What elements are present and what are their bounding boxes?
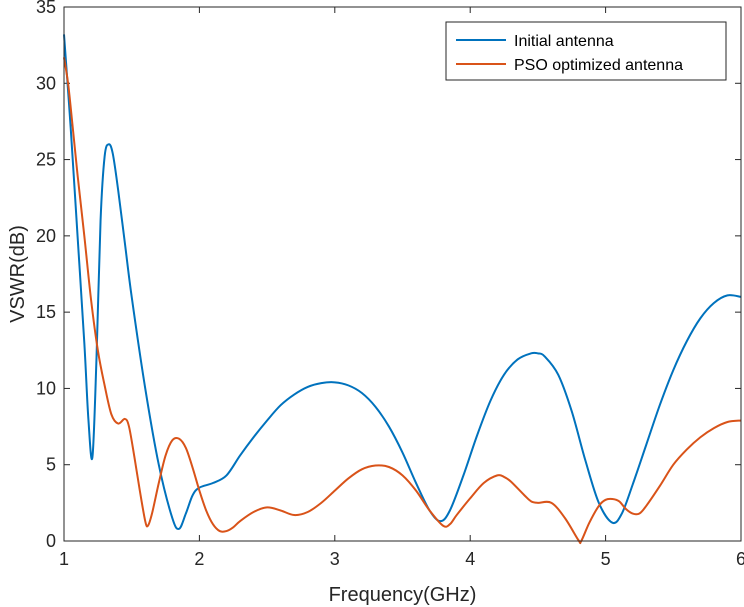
x-tick-label: 4 <box>465 549 475 569</box>
x-tick-label: 3 <box>330 549 340 569</box>
x-tick-label: 1 <box>59 549 69 569</box>
y-tick-label: 15 <box>36 302 56 322</box>
x-tick-label: 6 <box>736 549 744 569</box>
x-axis-label: Frequency(GHz) <box>329 584 477 606</box>
legend-entry-label: Initial antenna <box>514 33 614 50</box>
y-tick-label: 35 <box>36 0 56 17</box>
y-tick-label: 0 <box>46 531 56 551</box>
y-axis-ticks: 0 5 10 15 20 25 30 35 <box>36 0 741 551</box>
plot-area <box>64 7 741 541</box>
series-line-initial-antenna <box>63 34 742 530</box>
legend-box <box>445 21 727 81</box>
y-axis-label: VSWR(dB) <box>7 225 29 323</box>
x-tick-label: 2 <box>194 549 204 569</box>
series-line-pso-optimized-antenna <box>63 57 742 545</box>
y-tick-label: 25 <box>36 150 56 170</box>
legend: Initial antenna PSO optimized antenna <box>445 21 727 81</box>
y-tick-label: 20 <box>36 226 56 246</box>
plot-background <box>64 7 741 541</box>
legend-entry-label: PSO optimized antenna <box>514 57 683 74</box>
y-tick-label: 5 <box>46 455 56 475</box>
x-tick-label: 5 <box>601 549 611 569</box>
series-layer <box>63 34 742 545</box>
y-tick-label: 10 <box>36 378 56 398</box>
plot-frame <box>63 6 742 542</box>
y-tick-label: 30 <box>36 73 56 93</box>
